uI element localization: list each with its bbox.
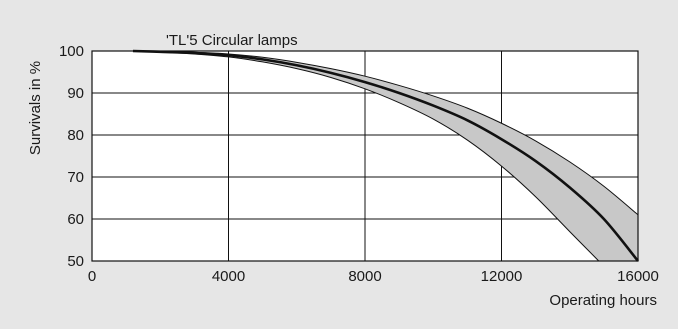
confidence-band [132,51,638,261]
x-tick-label: 4000 [212,268,245,285]
x-tick-labels: 0 4000 8000 12000 16000 [88,268,659,285]
chart-title: 'TL'5 Circular lamps [166,32,298,49]
y-axis-label: Survivals in % [27,61,44,155]
y-tick-label: 90 [67,85,84,102]
x-axis-label: Operating hours [549,292,657,309]
x-tick-label: 8000 [348,268,381,285]
y-tick-label: 80 [67,127,84,144]
y-tick-label: 60 [67,211,84,228]
median-line [132,49,640,262]
x-tick-label: 16000 [617,268,659,285]
y-tick-label: 100 [59,43,84,60]
plot-frame [91,50,639,262]
x-tick-label: 12000 [481,268,523,285]
band-area [132,51,638,261]
series-lines [132,49,640,262]
y-tick-label: 70 [67,169,84,186]
y-tick-label: 50 [67,253,84,270]
x-tick-label: 0 [88,268,96,285]
y-tick-labels: 50 60 70 80 90 100 [59,43,84,270]
